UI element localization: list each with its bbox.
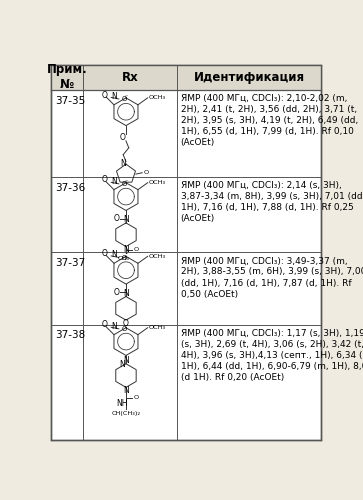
- Text: 37-38: 37-38: [55, 330, 85, 340]
- Text: O: O: [122, 254, 127, 260]
- Text: CH(CH₃)₂: CH(CH₃)₂: [111, 411, 140, 416]
- Text: OCH₃: OCH₃: [149, 325, 166, 330]
- Text: ⁻: ⁻: [125, 254, 128, 258]
- Text: O: O: [102, 249, 108, 258]
- Text: O: O: [123, 318, 129, 328]
- Text: O: O: [114, 288, 120, 297]
- Text: N: N: [123, 245, 129, 254]
- Text: ⁻: ⁻: [125, 325, 128, 330]
- Text: Rx: Rx: [122, 71, 138, 84]
- Text: OCH₃: OCH₃: [149, 96, 166, 100]
- Text: N: N: [119, 360, 125, 369]
- Text: O: O: [122, 326, 127, 332]
- Text: NH: NH: [116, 400, 127, 408]
- Text: ⁻: ⁻: [125, 180, 128, 185]
- Text: OCH₃: OCH₃: [149, 180, 166, 185]
- Text: O: O: [134, 395, 139, 400]
- Text: N: N: [120, 159, 126, 168]
- Text: O: O: [122, 181, 127, 187]
- Text: ЯМР (400 МГц, CDCl₃): 3,49-3,37 (m,
2H), 3,88-3,55 (m, 6H), 3,99 (s, 3H), 7,00
(: ЯМР (400 МГц, CDCl₃): 3,49-3,37 (m, 2H),…: [181, 256, 363, 298]
- Text: ЯМР (400 МГц, CDCl₃): 2,14 (s, 3H),
3,87-3,34 (m, 8H), 3,99 (s, 3H), 7,01 (dd,
1: ЯМР (400 МГц, CDCl₃): 2,14 (s, 3H), 3,87…: [181, 181, 363, 224]
- Text: N: N: [123, 289, 129, 298]
- Text: 37-35: 37-35: [55, 96, 85, 106]
- Text: O: O: [122, 96, 127, 102]
- Text: ЯМР (400 МГц, CDCl₃): 1,17 (s, 3H), 1,19
(s, 3H), 2,69 (t, 4H), 3,06 (s, 2H), 3,: ЯМР (400 МГц, CDCl₃): 1,17 (s, 3H), 1,19…: [181, 328, 363, 382]
- Text: CH₃: CH₃: [118, 256, 130, 260]
- Text: Идентификация: Идентификация: [193, 71, 305, 84]
- Text: N: N: [123, 386, 129, 395]
- Text: ⁻: ⁻: [125, 95, 128, 100]
- Text: O: O: [102, 320, 108, 330]
- Text: N: N: [123, 356, 129, 365]
- Text: Прим.
№: Прим. №: [46, 64, 87, 92]
- Text: O: O: [102, 90, 108, 100]
- Text: N: N: [111, 92, 117, 101]
- Text: O: O: [114, 214, 120, 224]
- Text: N: N: [123, 216, 129, 224]
- Text: N: N: [111, 250, 117, 260]
- Text: OCH₃: OCH₃: [149, 254, 166, 259]
- Text: O: O: [102, 176, 108, 184]
- Text: 37-37: 37-37: [55, 258, 85, 268]
- Text: O: O: [134, 248, 139, 252]
- Text: O: O: [119, 133, 126, 142]
- Text: 37-36: 37-36: [55, 182, 85, 192]
- Text: O: O: [144, 170, 149, 175]
- Bar: [51, 64, 321, 90]
- Text: N: N: [111, 322, 117, 331]
- Text: N: N: [111, 177, 117, 186]
- Text: ЯМР (400 МГц, CDCl₃): 2,10-2,02 (m,
2H), 2,41 (t, 2H), 3,56 (dd, 2H), 3,71 (t,
2: ЯМР (400 МГц, CDCl₃): 2,10-2,02 (m, 2H),…: [181, 94, 358, 148]
